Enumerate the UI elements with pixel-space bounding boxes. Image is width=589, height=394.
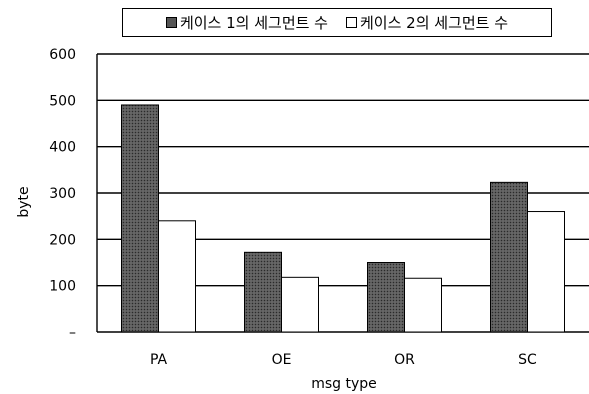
y-tick-label-3: 300 — [49, 186, 76, 202]
y-tick-label-4: 400 — [49, 140, 76, 156]
bar-series1-pa — [121, 104, 159, 333]
legend-label-series-1: 케이스 1의 세그먼트 수 — [179, 14, 328, 32]
y-tick-label-6: 600 — [49, 47, 76, 63]
legend-swatch-series-2 — [346, 17, 357, 28]
y-tick-label-5: 500 — [49, 93, 76, 109]
y-tick-label-2: 200 — [49, 232, 76, 248]
x-tick-label-pa: PA — [150, 352, 168, 368]
bar-series2-or — [404, 277, 442, 333]
bar-series2-oe — [281, 276, 319, 333]
y-tick-label-1: 100 — [49, 279, 76, 295]
bar-series1-oe — [244, 251, 282, 333]
y-tick-label-0: – — [69, 325, 76, 341]
legend-item-series-2: 케이스 2의 세그먼트 수 — [346, 12, 508, 33]
x-tick-label-oe: OE — [272, 352, 292, 368]
bar-series2-sc — [527, 211, 565, 333]
plot-area: – 100 200 300 400 500 600 PA OE OR SC — [49, 47, 589, 368]
x-tick-label-sc: SC — [518, 352, 537, 368]
legend-swatch-series-1 — [165, 17, 177, 28]
x-tick-label-or: OR — [394, 352, 415, 368]
legend: 케이스 1의 세그먼트 수 케이스 2의 세그먼트 수 — [122, 8, 552, 37]
x-axis-title: msg type — [311, 376, 377, 392]
bar-series1-or — [367, 262, 405, 333]
bar-series1-sc — [490, 181, 528, 333]
legend-label-series-2: 케이스 2의 세그먼트 수 — [360, 14, 509, 32]
bar-series2-pa — [158, 220, 196, 333]
y-axis-title: byte — [16, 186, 32, 217]
legend-item-series-1: 케이스 1의 세그먼트 수 — [165, 12, 328, 33]
